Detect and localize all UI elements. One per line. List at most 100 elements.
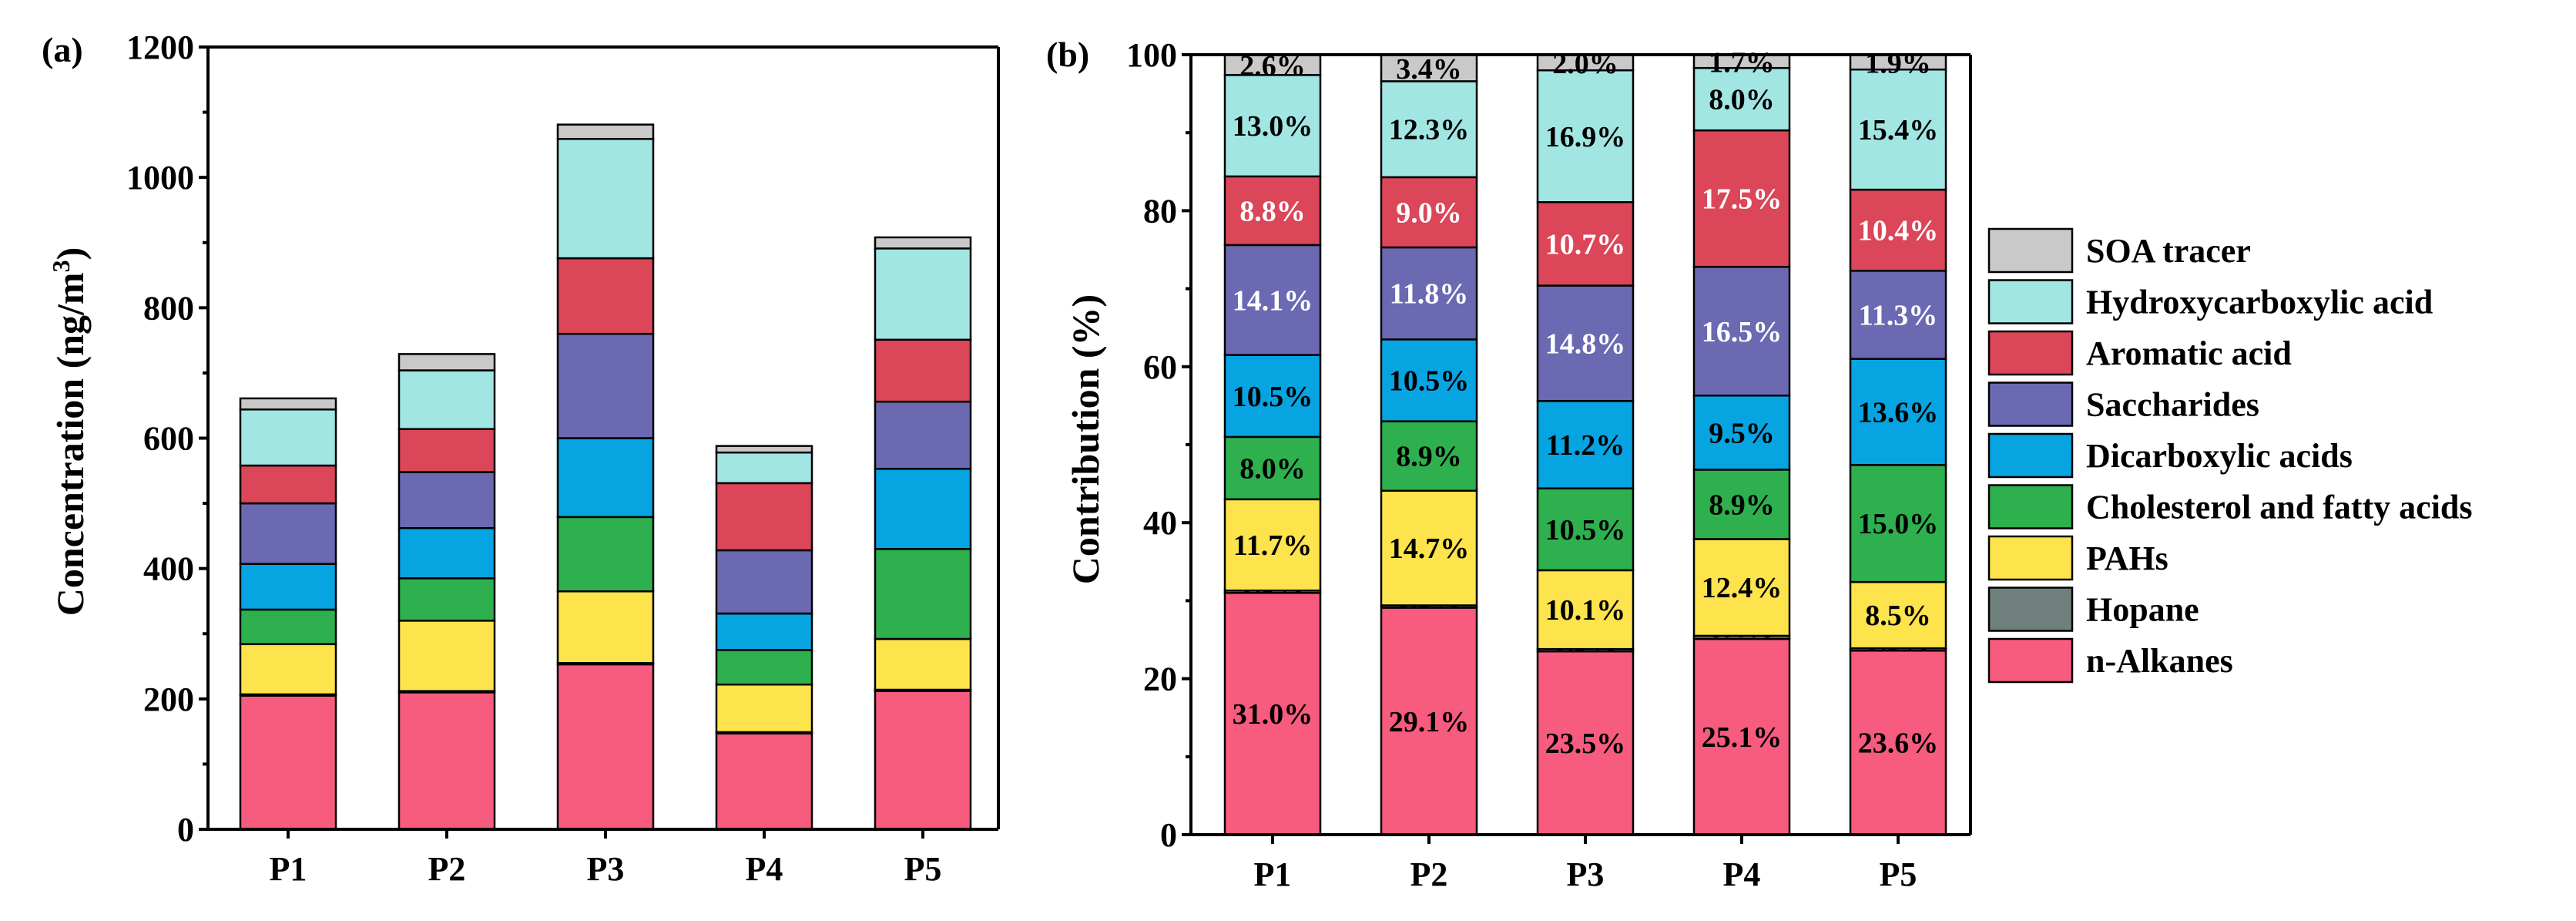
- panel-b-contribution-chart: (b) Contribution (%) 31.0%0.3%11.7%8.0%1…: [1046, 35, 1972, 893]
- x-tick-label-p5: P5: [904, 850, 942, 888]
- data-label-p5-soa-tracer: 1.9%: [1865, 48, 1931, 80]
- bar-p1-dicarboxylic-acids: [239, 563, 337, 611]
- data-label-p5-n-alkanes: 23.6%: [1858, 728, 1939, 760]
- legend-swatch-dicarboxylic-acids: [1987, 432, 2074, 479]
- bar-p2-saccharides: [397, 471, 496, 529]
- bar-p2-dicarboxylic-acids: [397, 526, 496, 580]
- bar-p2-saccharides: [1380, 246, 1478, 341]
- bar-p1-cholesterol-and-fatty-acids: [1223, 435, 1322, 501]
- bar-p3-soa-tracer: [556, 123, 655, 140]
- legend-swatch-aromatic-acid: [1987, 330, 2074, 376]
- bar-p5-pahs: [1849, 580, 1947, 650]
- legend-label-dicarboxylic-acids: Dicarboxylic acids: [2086, 437, 2353, 475]
- bar-p2-pahs: [397, 620, 496, 692]
- bar-p1-n-alkanes: [239, 694, 337, 831]
- data-label-p3-dicarboxylic-acids: 11.2%: [1546, 429, 1625, 462]
- data-label-p3-saccharides: 14.8%: [1545, 328, 1626, 360]
- bar-p3-aromatic-acid: [556, 257, 655, 335]
- bar-p3-saccharides: [556, 332, 655, 439]
- bar-p5-aromatic-acid: [1849, 188, 1947, 272]
- bar-p5-dicarboxylic-acids: [1849, 358, 1947, 466]
- y-tick-label: 20: [1143, 660, 1177, 698]
- bar-p2-dicarboxylic-acids: [1380, 338, 1478, 422]
- bar-p4-hydroxycarboxylic-acid: [715, 451, 813, 485]
- legend-swatch-saccharides: [1987, 382, 2074, 427]
- data-label-p4-hydroxycarboxylic-acid: 8.0%: [1709, 84, 1775, 116]
- legend-swatch-hopane: [1987, 587, 2074, 632]
- bar-p4-n-alkanes: [1692, 637, 1791, 836]
- bar-p1-hydroxycarboxylic-acid: [239, 408, 337, 467]
- data-label-p4-dicarboxylic-acids: 9.5%: [1709, 417, 1775, 449]
- bar-p4-dicarboxylic-acids: [1692, 394, 1791, 471]
- x-tick-label-p1: P1: [1254, 855, 1292, 893]
- x-tick-label-p3: P3: [587, 850, 625, 888]
- data-label-p5-cholesterol-and-fatty-acids: 15.0%: [1858, 508, 1939, 540]
- panel-a-concentration-chart: (a) Concentration (ng/m3) 0 200 400 600 800 1…: [42, 29, 1000, 888]
- y-tick-label: 60: [1143, 348, 1177, 386]
- bar-p5-hydroxycarboxylic-acid: [1849, 68, 1947, 191]
- y-tick-label: 1000: [126, 159, 194, 197]
- bar-p4-pahs: [1692, 538, 1791, 637]
- data-label-p5-saccharides: 11.3%: [1859, 300, 1937, 332]
- panel-b-label: (b): [1046, 35, 1089, 74]
- data-label-p1-n-alkanes: 31.0%: [1233, 698, 1313, 731]
- data-label-p4-aromatic-acid: 17.5%: [1702, 183, 1783, 216]
- data-label-p1-aromatic-acid: 8.8%: [1239, 195, 1306, 227]
- legend-label-hydroxycarboxylic-acid: Hydroxycarboxylic acid: [2086, 284, 2433, 321]
- bar-p4-saccharides: [1692, 266, 1791, 397]
- data-label-p5-hydroxycarboxylic-acid: 15.4%: [1858, 114, 1939, 146]
- legend-label-cholesterol-and-fatty-acids: Cholesterol and fatty acids: [2086, 489, 2473, 526]
- bar-p3-n-alkanes: [556, 663, 655, 831]
- x-tick-label-p2: P2: [1410, 855, 1448, 893]
- bar-p3-n-alkanes: [1536, 650, 1635, 836]
- bar-p1-dicarboxylic-acids: [1223, 354, 1322, 439]
- x-tick-label-p1: P1: [270, 850, 307, 888]
- bar-p4-soa-tracer: [715, 445, 813, 454]
- data-label-p2-cholesterol-and-fatty-acids: 8.9%: [1396, 441, 1462, 473]
- data-label-p5-dicarboxylic-acids: 13.6%: [1858, 396, 1939, 429]
- bar-p4-cholesterol-and-fatty-acids: [715, 649, 813, 686]
- bar-p4-n-alkanes: [715, 732, 813, 831]
- legend-label-soa-tracer: SOA tracer: [2086, 232, 2251, 270]
- data-label-p2-hydroxycarboxylic-acid: 12.3%: [1389, 114, 1470, 146]
- legend-swatch-hydroxycarboxylic-acid: [1987, 279, 2074, 324]
- data-label-p4-soa-tracer: 1.7%: [1709, 47, 1775, 79]
- bar-p2-hydroxycarboxylic-acid: [1380, 80, 1478, 179]
- y-tick-label: 0: [177, 811, 194, 849]
- data-label-p3-aromatic-acid: 10.7%: [1545, 228, 1626, 261]
- bar-p4-hydroxycarboxylic-acid: [1692, 66, 1791, 132]
- bar-p4-aromatic-acid: [715, 482, 813, 552]
- bar-p4-saccharides: [715, 549, 813, 615]
- y-tick-label: 200: [143, 681, 194, 718]
- y-tick-label: 80: [1143, 192, 1177, 230]
- bar-p1-saccharides: [239, 502, 337, 565]
- data-label-p2-aromatic-acid: 9.0%: [1396, 197, 1462, 229]
- bar-p1-n-alkanes: [1223, 592, 1322, 836]
- bar-p5-soa-tracer: [874, 236, 972, 250]
- bar-p1-cholesterol-and-fatty-acids: [239, 608, 337, 646]
- x-tick-label-p2: P2: [428, 850, 466, 888]
- bar-p5-pahs: [874, 637, 972, 691]
- y-tick-label: 400: [143, 550, 194, 588]
- x-tick-label-p4: P4: [746, 850, 783, 888]
- bar-p4-cholesterol-and-fatty-acids: [1692, 469, 1791, 540]
- bar-p3-pahs: [1536, 569, 1635, 650]
- bar-p5-aromatic-acid: [874, 338, 972, 403]
- bar-p3-hydroxycarboxylic-acid: [556, 138, 655, 260]
- legend-label-pahs: PAHs: [2086, 539, 2168, 577]
- bar-p5-dicarboxylic-acids: [874, 468, 972, 550]
- legend-label-hopane: Hopane: [2086, 591, 2199, 629]
- bar-p3-dicarboxylic-acids: [556, 437, 655, 519]
- data-label-p1-pahs: 11.7%: [1233, 529, 1312, 562]
- bar-p5-cholesterol-and-fatty-acids: [874, 548, 972, 640]
- legend-swatch-cholesterol-and-fatty-acids: [1987, 484, 2074, 529]
- data-label-p3-n-alkanes: 23.5%: [1545, 728, 1626, 760]
- bar-p1-aromatic-acid: [1223, 175, 1322, 247]
- x-tick-label-p4: P4: [1723, 855, 1761, 893]
- bar-p5-hydroxycarboxylic-acid: [874, 247, 972, 341]
- legend-label-saccharides: Saccharides: [2086, 386, 2259, 424]
- bar-p1-soa-tracer: [239, 397, 337, 411]
- bar-p5-n-alkanes: [874, 690, 972, 831]
- bar-p1-pahs: [239, 643, 337, 696]
